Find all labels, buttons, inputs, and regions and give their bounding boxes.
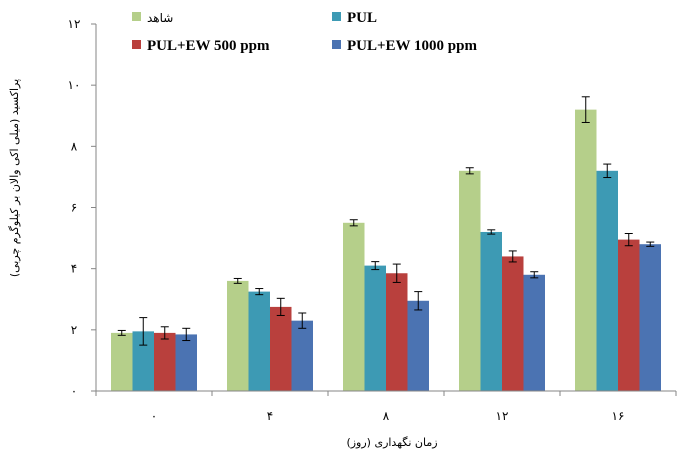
x-tick-label: ۱۶	[612, 409, 625, 423]
x-tick-label: ۸	[383, 409, 390, 423]
legend-label: PUL+EW 1000 ppm	[347, 38, 477, 54]
bar	[502, 256, 524, 391]
bar	[291, 320, 313, 391]
legend-swatch	[132, 40, 141, 49]
x-tick-label: ۰	[151, 409, 157, 423]
bar	[618, 239, 640, 391]
legend-label: PUL	[347, 10, 377, 26]
bar	[364, 265, 386, 391]
y-tick-label: ۲	[71, 323, 77, 337]
error-bars	[117, 96, 655, 346]
legend-swatch	[132, 12, 141, 21]
y-tick-label: ۱۲	[68, 17, 81, 31]
y-tick-label: ۱۰	[68, 78, 81, 92]
bar	[639, 244, 661, 391]
bar	[154, 332, 176, 391]
legend-swatch	[332, 12, 341, 21]
x-axis-ticks: ۰ ۴ ۸ ۱۲ ۱۶	[95, 391, 677, 423]
x-tick-label: ۴	[267, 409, 273, 423]
bar	[270, 306, 292, 391]
bar	[227, 280, 249, 391]
legend-swatch	[332, 40, 341, 49]
y-tick-label: ۰	[71, 384, 77, 398]
x-axis-title: زمان نگهداری (روز)	[346, 436, 437, 449]
x-tick-label: ۱۲	[496, 409, 509, 423]
bar	[111, 332, 133, 391]
legend-label: PUL+EW 500 ppm	[147, 38, 270, 54]
bar	[386, 273, 408, 391]
y-axis-title: پراکسید (میلی اکی والان بر کیلوگرم چربی)	[8, 79, 21, 277]
bar	[575, 109, 597, 391]
bar	[343, 222, 365, 391]
axes	[95, 24, 676, 392]
bars	[111, 109, 661, 391]
bar	[407, 300, 429, 391]
bar	[480, 231, 502, 391]
bar	[248, 291, 270, 391]
y-tick-label: ۶	[71, 201, 77, 215]
y-tick-label: ۸	[71, 139, 78, 153]
bar	[132, 331, 154, 391]
bar	[459, 170, 481, 391]
bar	[596, 170, 618, 391]
y-tick-label: ۴	[71, 262, 77, 276]
legend-label: شاهد	[147, 11, 173, 25]
bar	[175, 334, 197, 391]
y-axis-ticks: ۰ ۲ ۴ ۶ ۸ ۱۰ ۱۲	[68, 17, 96, 398]
bar	[523, 274, 545, 391]
legend: شاهد PUL PUL+EW 500 ppm PUL+EW 1000 ppm	[132, 10, 477, 54]
